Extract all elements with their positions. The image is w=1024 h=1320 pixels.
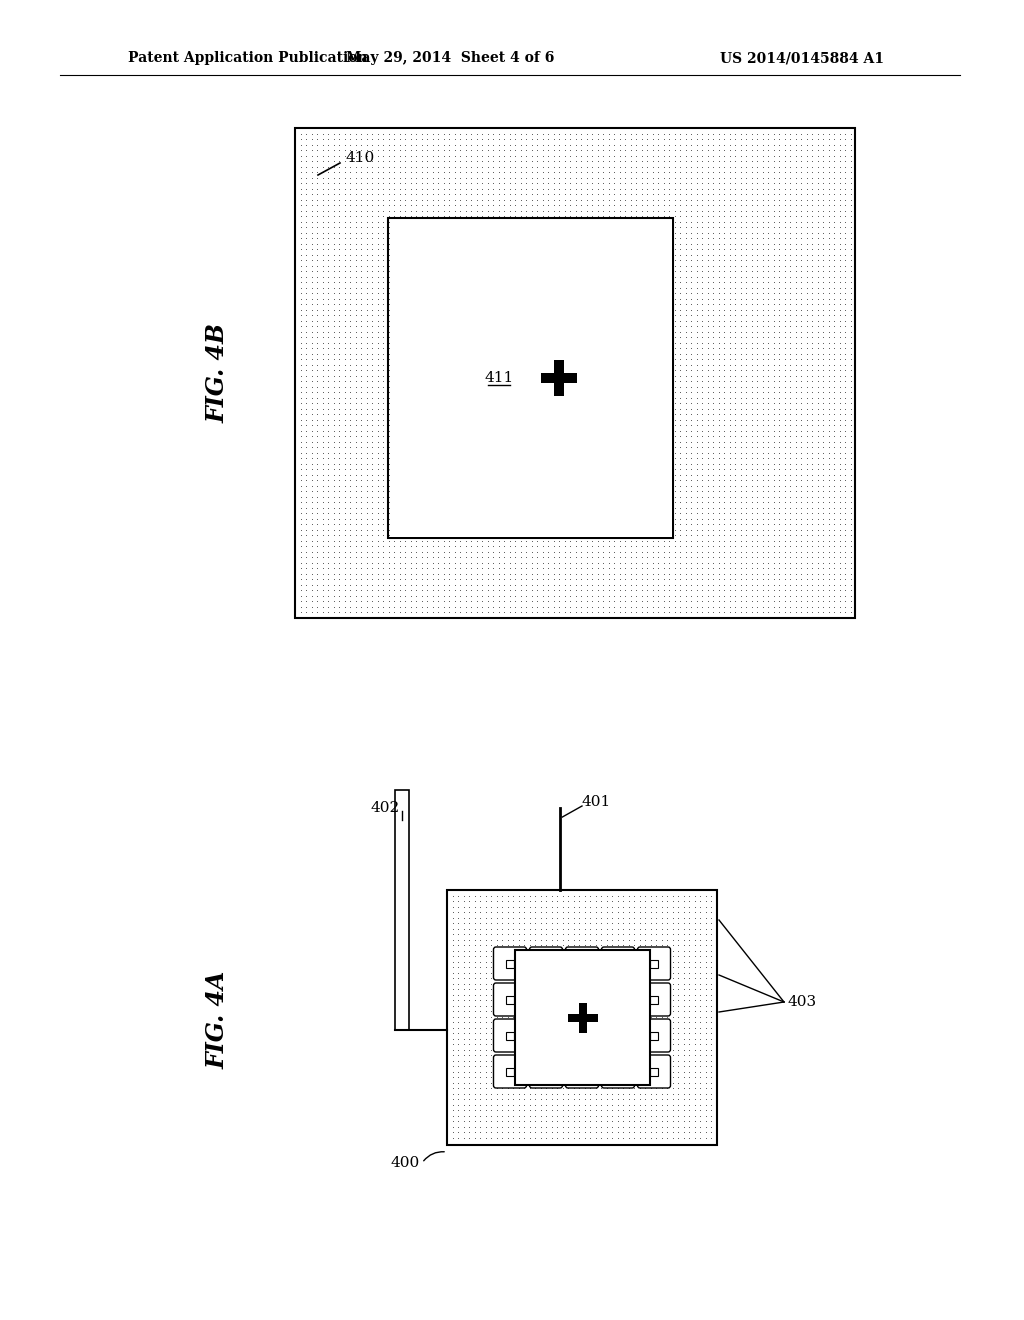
Bar: [395, 789, 409, 1030]
Bar: [295, 128, 855, 618]
Text: Patent Application Publication: Patent Application Publication: [128, 51, 368, 65]
Text: FIG. 4A: FIG. 4A: [206, 970, 230, 1069]
Bar: [447, 890, 717, 1144]
FancyBboxPatch shape: [565, 983, 598, 1016]
FancyBboxPatch shape: [601, 1019, 635, 1052]
Bar: [650, 1068, 658, 1076]
Bar: [506, 1031, 514, 1040]
Text: May 29, 2014  Sheet 4 of 6: May 29, 2014 Sheet 4 of 6: [346, 51, 554, 65]
Bar: [506, 960, 514, 968]
Bar: [506, 995, 514, 1003]
Bar: [506, 1068, 514, 1076]
Bar: [542, 995, 550, 1003]
FancyBboxPatch shape: [494, 1055, 526, 1088]
Bar: [515, 950, 650, 1085]
Bar: [614, 995, 622, 1003]
Bar: [614, 1068, 622, 1076]
FancyBboxPatch shape: [638, 983, 671, 1016]
Bar: [567, 1014, 597, 1022]
FancyBboxPatch shape: [565, 1019, 598, 1052]
Bar: [542, 1031, 550, 1040]
FancyBboxPatch shape: [565, 1055, 598, 1088]
FancyBboxPatch shape: [529, 946, 562, 979]
FancyBboxPatch shape: [638, 1055, 671, 1088]
FancyBboxPatch shape: [565, 946, 598, 979]
Bar: [542, 960, 550, 968]
Text: US 2014/0145884 A1: US 2014/0145884 A1: [720, 51, 884, 65]
Bar: [578, 1068, 586, 1076]
Text: 403: 403: [787, 995, 816, 1008]
Text: 400: 400: [391, 1156, 420, 1170]
Bar: [541, 374, 577, 383]
FancyBboxPatch shape: [494, 983, 526, 1016]
FancyBboxPatch shape: [638, 1019, 671, 1052]
FancyBboxPatch shape: [638, 946, 671, 979]
Bar: [650, 1031, 658, 1040]
Bar: [389, 219, 672, 536]
Bar: [614, 960, 622, 968]
Bar: [578, 1031, 586, 1040]
FancyBboxPatch shape: [529, 1019, 562, 1052]
FancyBboxPatch shape: [601, 946, 635, 979]
Bar: [614, 1031, 622, 1040]
Text: 410: 410: [346, 150, 375, 165]
FancyBboxPatch shape: [529, 983, 562, 1016]
Bar: [578, 995, 586, 1003]
FancyBboxPatch shape: [494, 1019, 526, 1052]
Bar: [579, 1002, 587, 1032]
Text: 402: 402: [371, 801, 400, 814]
Bar: [542, 1068, 550, 1076]
FancyBboxPatch shape: [529, 1055, 562, 1088]
Text: 401: 401: [582, 795, 611, 809]
Text: 411: 411: [484, 371, 514, 385]
FancyBboxPatch shape: [601, 983, 635, 1016]
Text: FIG. 4B: FIG. 4B: [206, 323, 230, 422]
FancyBboxPatch shape: [601, 1055, 635, 1088]
Bar: [388, 218, 673, 539]
Bar: [554, 360, 564, 396]
Bar: [578, 960, 586, 968]
FancyBboxPatch shape: [494, 946, 526, 979]
Bar: [650, 995, 658, 1003]
Bar: [650, 960, 658, 968]
